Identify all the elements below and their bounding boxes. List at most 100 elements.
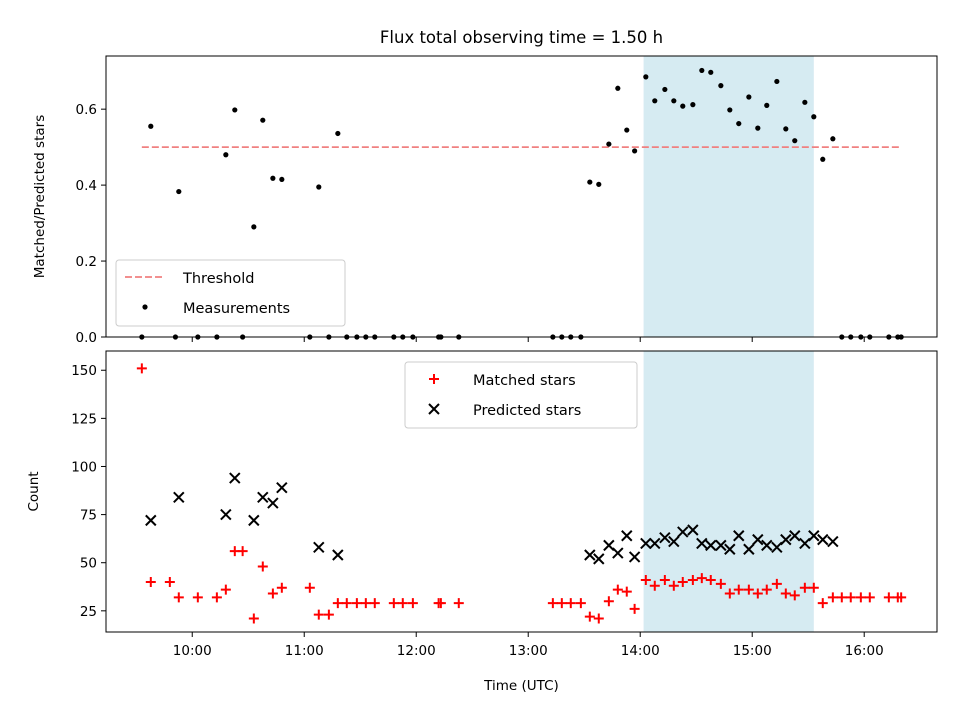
- x-tick-label: 16:00: [845, 643, 884, 659]
- matched-point: [313, 609, 324, 620]
- top-y-tick-label: 0.0: [76, 330, 97, 346]
- matched-point: [584, 611, 595, 622]
- predicted-point: [220, 508, 232, 521]
- matched-point: [556, 598, 567, 609]
- predicted-point: [752, 533, 764, 546]
- matched-point: [593, 613, 604, 624]
- matched-point: [173, 592, 184, 603]
- matched-point: [136, 363, 147, 374]
- measurement-point: [615, 85, 621, 91]
- measurement-point: [727, 107, 733, 113]
- predicted-point: [267, 497, 279, 509]
- predicted-point: [677, 526, 689, 538]
- x-tick-label: 12:00: [397, 643, 436, 659]
- measurement-point: [671, 98, 677, 104]
- matched-point: [276, 582, 287, 593]
- matched-point: [341, 598, 352, 609]
- matched-point: [304, 582, 315, 593]
- count-panel: 25 50 75 100 125 150 10:00 11:00 12:00 13:00 14:00…: [26, 350, 938, 694]
- matched-point: [752, 588, 763, 599]
- predicted-point: [817, 533, 829, 546]
- matched-point: [332, 598, 343, 609]
- matched-point: [864, 592, 875, 603]
- predicted-point: [584, 549, 596, 561]
- bottom-y-tick-label: 125: [71, 411, 97, 427]
- measurement-point: [223, 152, 229, 158]
- matched-point: [360, 598, 371, 609]
- matched-point: [705, 575, 716, 586]
- predicted-point: [248, 514, 260, 527]
- x-tick-label: 11:00: [285, 643, 324, 659]
- legend-matched-swatch: [429, 374, 439, 384]
- matched-point: [696, 573, 707, 584]
- predicted-point: [789, 530, 801, 542]
- matched-point: [237, 546, 248, 557]
- matched-point: [369, 598, 380, 609]
- matched-point: [192, 592, 203, 603]
- predicted-point: [257, 491, 269, 503]
- x-tick-label: 14:00: [621, 643, 660, 659]
- bottom-y-tick-label: 75: [80, 508, 97, 524]
- predicted-point: [229, 472, 241, 484]
- predicted-point: [313, 541, 325, 554]
- predicted-point: [705, 539, 717, 552]
- measurement-point: [708, 69, 714, 75]
- matched-point: [407, 598, 418, 609]
- measurement-point: [830, 136, 836, 142]
- top-y-tick-label: 0.4: [76, 178, 97, 194]
- predicted-point: [145, 514, 157, 527]
- predicted-point: [649, 537, 661, 550]
- measurement-point: [316, 184, 322, 190]
- legend-matched-marker: [429, 374, 439, 384]
- matched-point: [257, 561, 268, 572]
- top-highlight-span: [643, 56, 814, 337]
- matched-point: [659, 575, 670, 586]
- matched-point: [827, 592, 838, 603]
- matched-point: [640, 575, 651, 586]
- matched-point: [145, 576, 156, 587]
- x-tick-label: 10:00: [173, 643, 212, 659]
- measurement-point: [699, 67, 705, 74]
- measurement-point: [764, 102, 770, 108]
- predicted-point: [687, 524, 699, 536]
- predicted-point: [173, 491, 185, 503]
- measurement-point: [176, 188, 182, 195]
- measurement-point: [746, 94, 752, 100]
- matched-point: [435, 598, 446, 609]
- matched-point: [883, 592, 894, 603]
- top-y-tick-label: 0.6: [76, 102, 97, 118]
- measurement-point: [811, 114, 817, 120]
- top-legend: Threshold Measurements: [115, 259, 346, 327]
- predicted-point: [724, 543, 736, 555]
- ratio-panel: 0.0 0.2 0.4 0.6 Flux total observing time =…: [32, 28, 938, 346]
- matched-point: [629, 603, 640, 614]
- matched-point: [855, 592, 866, 603]
- top-y-tick-label: 0.2: [76, 254, 97, 270]
- predicted-point: [621, 530, 633, 542]
- matched-point: [771, 578, 782, 589]
- matched-point: [761, 584, 772, 595]
- bottom-highlight-span: [643, 351, 814, 632]
- predicted-point: [808, 530, 820, 542]
- measurement-point: [792, 138, 798, 144]
- measurement-point: [279, 176, 285, 183]
- predicted-point: [827, 535, 839, 548]
- matched-point: [397, 598, 408, 609]
- measurement-point: [774, 78, 780, 85]
- matched-point: [351, 598, 362, 609]
- measurement-point: [643, 74, 649, 80]
- measurement-point: [632, 148, 638, 154]
- legend-measurements-label: Measurements: [183, 301, 290, 317]
- matched-point: [724, 588, 735, 599]
- legend-measurements-swatch: [142, 304, 148, 310]
- matched-point: [575, 598, 586, 609]
- measurement-point: [260, 117, 266, 123]
- legend-matched-label: Matched stars: [473, 373, 576, 389]
- predicted-point: [733, 530, 745, 542]
- bottom-axis-ticks: 25 50 75 100 125 150 10:00 11:00 12:00 13:00 14:00…: [71, 363, 883, 659]
- predicted-point: [743, 543, 755, 555]
- measurement-point: [802, 99, 808, 105]
- matched-point: [164, 576, 175, 587]
